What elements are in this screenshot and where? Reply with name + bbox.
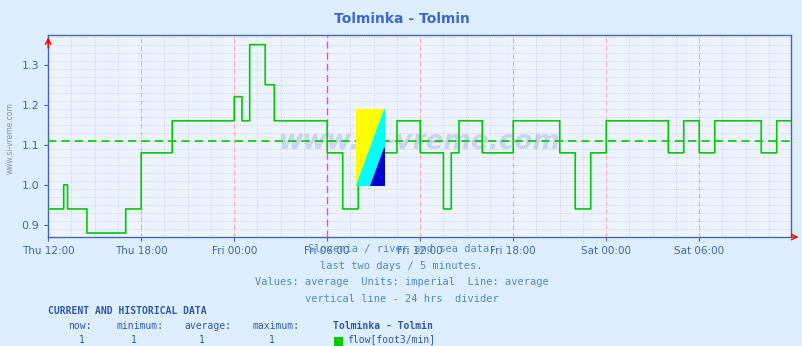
Text: CURRENT AND HISTORICAL DATA: CURRENT AND HISTORICAL DATA: [48, 306, 207, 316]
Text: vertical line - 24 hrs  divider: vertical line - 24 hrs divider: [304, 294, 498, 304]
Text: Tolminka - Tolmin: Tolminka - Tolmin: [333, 321, 432, 331]
Text: flow[foot3/min]: flow[foot3/min]: [346, 335, 435, 345]
Text: maximum:: maximum:: [253, 321, 300, 331]
Text: minimum:: minimum:: [116, 321, 164, 331]
Text: www.si-vreme.com: www.si-vreme.com: [278, 129, 560, 155]
Text: now:: now:: [68, 321, 91, 331]
Text: 1: 1: [79, 335, 84, 345]
Text: 1: 1: [269, 335, 274, 345]
Text: www.si-vreme.com: www.si-vreme.com: [6, 102, 15, 174]
Text: average:: average:: [184, 321, 232, 331]
Text: 1: 1: [131, 335, 136, 345]
Text: ■: ■: [333, 335, 344, 346]
Text: Tolminka - Tolmin: Tolminka - Tolmin: [333, 12, 469, 26]
Text: Slovenia / river and sea data.: Slovenia / river and sea data.: [307, 244, 495, 254]
Text: last two days / 5 minutes.: last two days / 5 minutes.: [320, 261, 482, 271]
Text: Values: average  Units: imperial  Line: average: Values: average Units: imperial Line: av…: [254, 277, 548, 287]
Text: 1: 1: [199, 335, 205, 345]
